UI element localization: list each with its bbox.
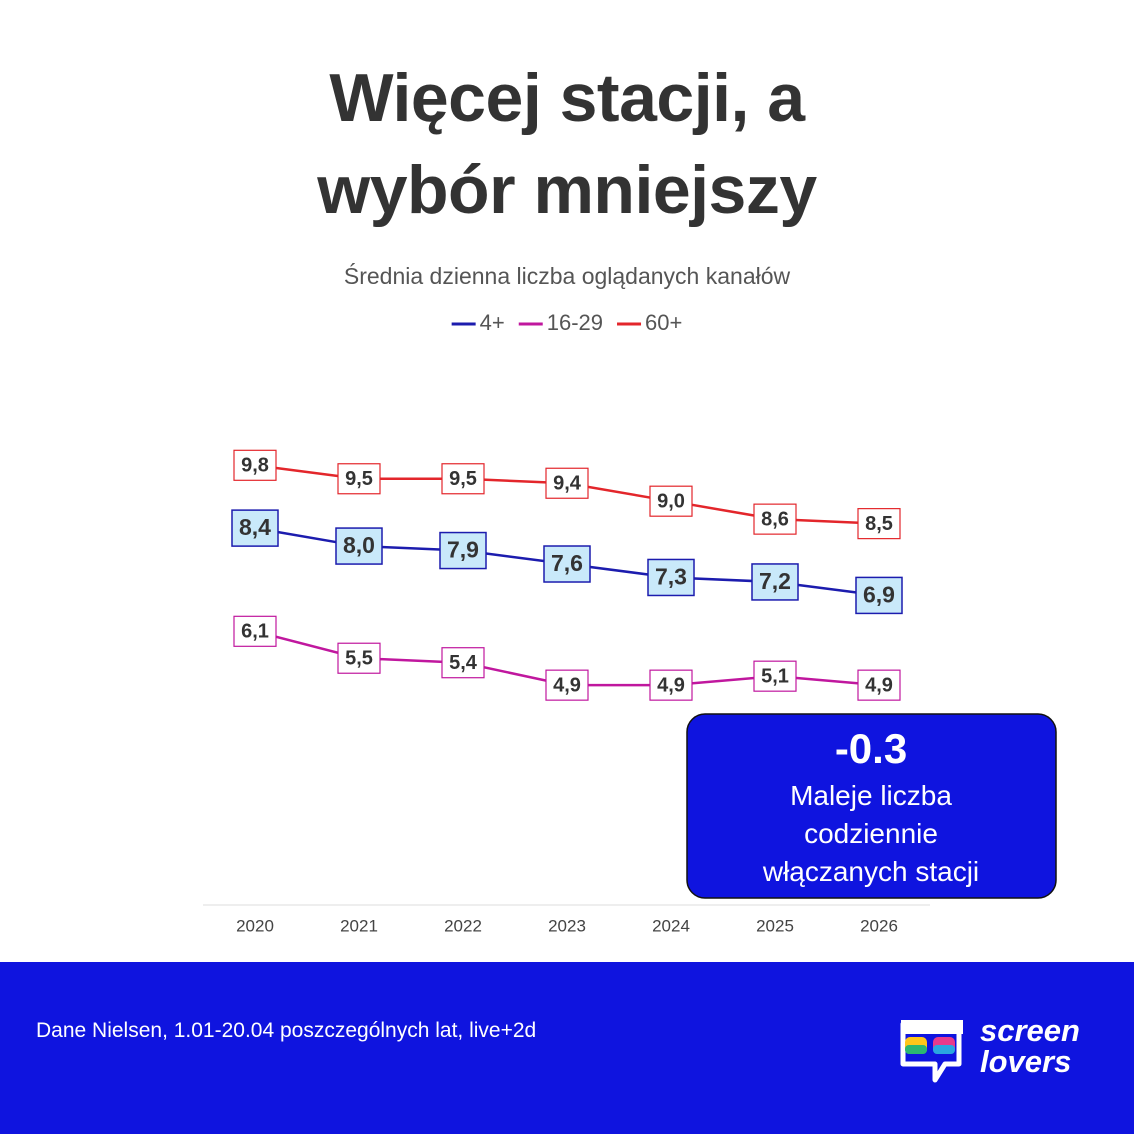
x-tick-label: 2021 <box>340 916 378 935</box>
data-label: 8,0 <box>343 532 375 558</box>
data-label: 9,5 <box>449 468 477 490</box>
data-label: 8,6 <box>761 508 789 530</box>
chart-title: Więcej stacji, a wybór mniejszy <box>317 60 817 228</box>
annotation-text: Maleje liczba codziennie włączanych stacji <box>762 780 979 887</box>
point-marker <box>855 576 903 615</box>
source-note: Dane Nielsen, 1.01-20.04 poszczególnych … <box>36 1019 537 1042</box>
data-label: 8,4 <box>239 514 271 540</box>
logo: screen lovers <box>900 1013 1080 1083</box>
annotation-line: codziennie <box>804 818 938 849</box>
point-marker <box>751 563 799 601</box>
point-marker <box>233 615 277 647</box>
data-label: 7,2 <box>759 568 791 594</box>
point-marker <box>441 647 485 679</box>
data-label: 7,6 <box>551 550 583 576</box>
annotation-title: -0.3 <box>835 725 907 772</box>
point-marker <box>857 508 901 540</box>
x-tick-label: 2020 <box>236 916 274 935</box>
legend-label: 4+ <box>480 310 505 335</box>
point-marker <box>857 669 901 701</box>
x-tick-label: 2022 <box>444 916 482 935</box>
data-label: 5,4 <box>449 652 478 674</box>
point-marker <box>233 449 277 481</box>
annotation-line: włączanych stacji <box>762 856 979 887</box>
data-label: 6,9 <box>863 581 895 607</box>
point-marker <box>649 485 693 517</box>
point-marker <box>439 531 487 570</box>
data-label: 9,0 <box>657 490 685 512</box>
annotation-line: Maleje liczba <box>790 780 952 811</box>
point-marker <box>231 509 279 547</box>
point-marker <box>753 503 797 535</box>
chart-subtitle: Średnia dzienna liczba oglądanych kanałó… <box>343 263 791 289</box>
x-tick-label: 2023 <box>548 916 586 935</box>
data-label: 4,9 <box>553 674 581 696</box>
x-tick-label: 2024 <box>652 916 690 935</box>
data-label: 4,9 <box>657 674 685 696</box>
point-marker <box>545 669 589 701</box>
point-marker <box>337 642 381 674</box>
point-marker <box>337 463 381 495</box>
x-tick-label: 2025 <box>756 916 794 935</box>
data-label: 8,5 <box>865 513 893 535</box>
point-marker <box>753 660 797 692</box>
point-marker <box>441 463 485 495</box>
point-marker <box>335 527 383 565</box>
point-marker <box>647 558 695 597</box>
point-marker <box>543 545 591 583</box>
data-label: 9,4 <box>553 473 582 495</box>
x-tick-label: 2026 <box>860 916 898 935</box>
data-label: 7,9 <box>447 537 479 563</box>
data-label: 7,3 <box>655 564 687 590</box>
point-marker <box>649 669 693 701</box>
data-label: 4,9 <box>865 674 893 696</box>
legend-label: 60+ <box>645 310 682 335</box>
legend: 4+ 16-29 60+ <box>451 310 682 335</box>
data-label: 9,8 <box>241 455 269 477</box>
annotation-box <box>686 713 1057 899</box>
data-label: 5,1 <box>761 665 789 687</box>
data-label: 9,5 <box>345 468 373 490</box>
legend-label: 16-29 <box>547 310 603 335</box>
point-marker <box>545 467 589 499</box>
data-label: 5,5 <box>345 648 373 670</box>
data-label: 6,1 <box>241 621 269 643</box>
logo-text: lovers <box>980 1044 1071 1079</box>
logo-text: screen <box>980 1013 1080 1048</box>
